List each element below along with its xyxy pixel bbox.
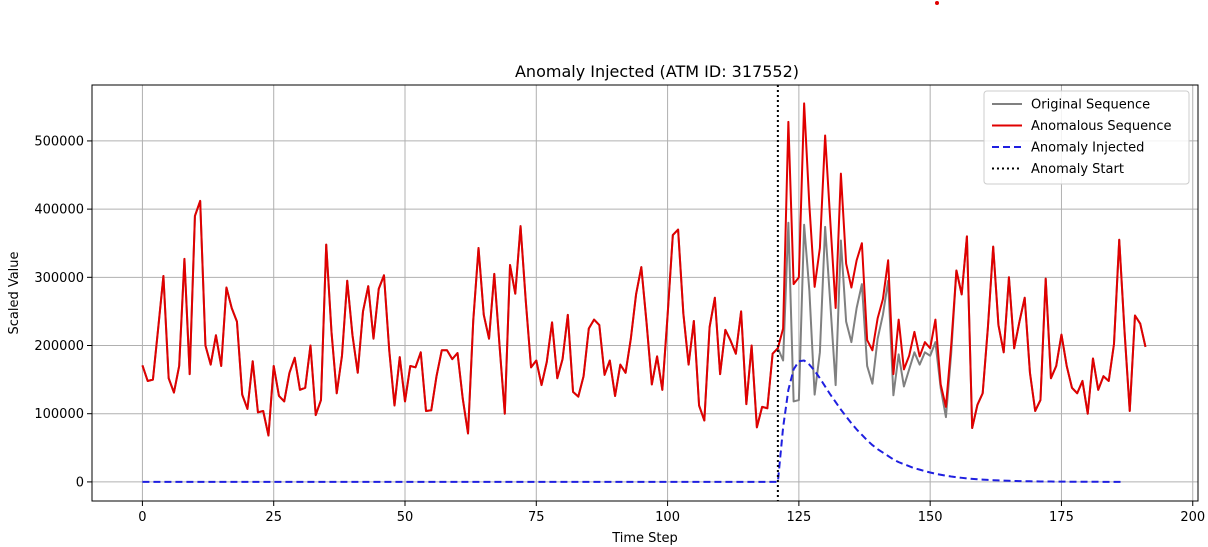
y-tick-label: 100000 [34,407,84,422]
y-axis-label: Scaled Value [7,251,22,334]
legend-label: Original Sequence [1031,98,1150,113]
x-tick-label: 75 [528,510,545,525]
x-tick-label: 100 [655,510,680,525]
plot-frame [91,84,1199,502]
stray-red-dot [935,1,939,5]
legend-label: Anomaly Start [1031,162,1124,177]
series-line-anomalous-sequence [141,102,1147,437]
axis-ticks: 0 25 50 75 100 125 150 175 200 0 100000 200000 30000… [34,134,1205,525]
y-tick-label: 200000 [34,339,84,354]
y-tick-label: 500000 [34,134,84,149]
chart-title: Anomaly Injected (ATM ID: 317552) [515,62,799,81]
x-tick-label: 200 [1180,510,1205,525]
series-layer [141,102,1147,483]
x-tick-label: 0 [138,510,146,525]
legend-label: Anomalous Sequence [1031,119,1172,134]
x-tick-label: 175 [1049,510,1074,525]
y-tick-label: 300000 [34,271,84,286]
x-tick-label: 50 [397,510,414,525]
series-line-anomaly-injected [142,359,1125,483]
x-tick-label: 25 [265,510,282,525]
grid [92,85,1198,501]
series-line-original-sequence [141,199,1147,437]
legend: Original Sequence Anomalous Sequence Anoma… [983,90,1190,185]
y-tick-label: 400000 [34,203,84,218]
x-axis-label: Time Step [611,531,678,546]
x-tick-label: 125 [786,510,811,525]
legend-label: Anomaly Injected [1031,141,1144,156]
x-tick-label: 150 [918,510,943,525]
y-tick-label: 0 [76,475,84,490]
legend-box [983,90,1190,185]
